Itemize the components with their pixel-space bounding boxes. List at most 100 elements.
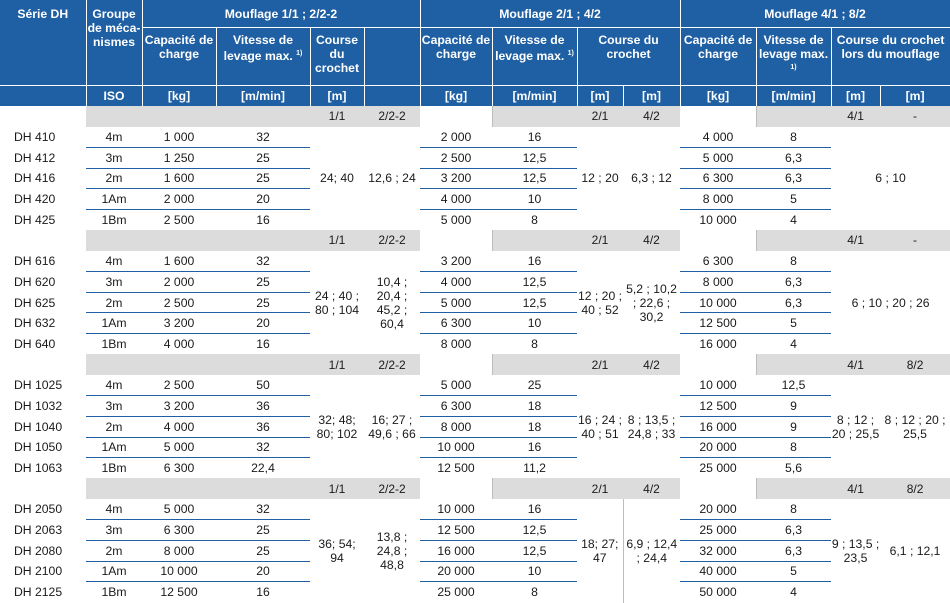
sub-blank bbox=[142, 354, 216, 375]
sub-a1: 1/1 bbox=[310, 106, 364, 127]
capacite-2-cell: 4 000 bbox=[420, 271, 492, 293]
vitesse-4-cell: 4 bbox=[790, 213, 797, 228]
table-row: DH 1063 1Bm 6 300 22,4 12 500 11,2 25 000 5,6 bbox=[0, 458, 950, 479]
vitesse-4-cell: 8 bbox=[756, 499, 832, 521]
iso-cell: 1Am bbox=[86, 561, 142, 583]
header-course-4: Course du crochet lors du mouflage bbox=[831, 27, 950, 86]
sub-blank bbox=[216, 106, 310, 127]
vitesse-4-cell: 6,3 bbox=[756, 540, 832, 562]
serie-cell: DH 632 bbox=[14, 316, 56, 331]
header-unit-m-2a: [m] bbox=[577, 85, 624, 106]
course-4-1-cell: 6 ; 10 bbox=[875, 171, 906, 186]
sub-blank bbox=[492, 106, 577, 127]
sub-b2: 4/2 bbox=[623, 230, 681, 251]
sub-blank bbox=[0, 106, 86, 127]
course-4-2-cell: 5,2 ; 10,2 ; 22,6 ; 30,2 bbox=[626, 281, 677, 324]
vitesse-4-cell: 9 bbox=[756, 416, 832, 438]
vitesse-2-cell: 12,5 bbox=[492, 271, 577, 293]
capacite-1-cell: 5 000 bbox=[142, 499, 216, 521]
iso-cell: 3m bbox=[86, 519, 142, 541]
serie-cell: DH 2100 bbox=[14, 564, 63, 579]
capacite-1-cell: 5 000 bbox=[142, 437, 216, 459]
sub-blank bbox=[492, 230, 577, 251]
header-course-1: Course du crochet bbox=[310, 27, 365, 86]
iso-cell: 4m bbox=[86, 499, 142, 521]
sub-a2: 2/2-2 bbox=[364, 230, 420, 251]
table-row: DH 616 4m 1 600 32 24 ; 40 ; 80 ; 104 10,4 ; … bbox=[0, 250, 950, 331]
serie-cell: DH 412 bbox=[14, 150, 56, 165]
sub-a2: 2/2-2 bbox=[364, 354, 420, 375]
vitesse-1-cell: 25 bbox=[216, 147, 310, 169]
vitesse-2-cell: 16 bbox=[492, 250, 577, 272]
header-vitesse-2-label: Vitesse de levage max. bbox=[495, 33, 565, 64]
capacite-1-cell: 12 500 bbox=[160, 585, 198, 600]
capacite-4-cell: 25 000 bbox=[680, 519, 757, 541]
sub-blank bbox=[420, 354, 493, 375]
capacite-1-cell: 1 600 bbox=[142, 168, 216, 190]
header-groupe: Groupe de méca-nismes bbox=[86, 0, 143, 86]
sub-blank bbox=[680, 354, 757, 375]
header-vitesse-1: Vitesse de levage max. 1) bbox=[216, 27, 311, 86]
capacite-2-cell: 12 500 bbox=[437, 461, 475, 476]
iso-cell: 2m bbox=[86, 168, 142, 190]
sub-c2: 8/2 bbox=[880, 478, 950, 500]
vitesse-4-cell: 8 bbox=[756, 437, 832, 459]
vitesse-1-cell: 25 bbox=[216, 519, 310, 541]
iso-cell: 3m bbox=[86, 395, 142, 417]
sub-blank bbox=[680, 230, 757, 251]
capacite-4-cell: 8 000 bbox=[680, 188, 757, 210]
capacite-4-cell: 50 000 bbox=[699, 585, 737, 600]
course-4-1-cell: 9 ; 13,5 ; 23,5 bbox=[831, 536, 880, 565]
vitesse-4-cell: 6,3 bbox=[756, 147, 832, 169]
capacite-1-cell: 1 000 bbox=[142, 126, 216, 148]
capacite-2-cell: 6 300 bbox=[420, 395, 492, 417]
iso-cell: 1Bm bbox=[101, 213, 127, 228]
sub-b1: 2/1 bbox=[577, 478, 623, 500]
capacite-1-cell: 6 300 bbox=[163, 461, 195, 476]
mouflage-subheader-row: 1/1 2/2-2 2/1 4/2 4/1- bbox=[0, 230, 950, 251]
serie-cell: DH 625 bbox=[14, 295, 56, 310]
vitesse-4-cell: 8 bbox=[756, 126, 832, 148]
table-row: DH 2080 2m 8 000 25 16 000 12,5 32 000 6,3 bbox=[0, 540, 950, 562]
vitesse-2-cell: 18 bbox=[492, 395, 577, 417]
sub-blank bbox=[420, 230, 493, 251]
vitesse-1-cell: 16 bbox=[256, 337, 270, 352]
course-8-2-cell: 6,1 ; 12,1 bbox=[889, 543, 941, 558]
iso-cell: 2m bbox=[86, 540, 142, 562]
vitesse-2-cell: 16 bbox=[492, 126, 577, 148]
table-row: DH 425 1Bm 2 500 16 5 000 8 10 000 4 bbox=[0, 209, 950, 230]
vitesse-1-cell: 36 bbox=[216, 395, 310, 417]
serie-cell: DH 620 bbox=[14, 274, 56, 289]
vitesse-4-cell: 12,5 bbox=[756, 374, 832, 397]
sub-blank bbox=[492, 478, 577, 500]
capacite-2-cell: 8 000 bbox=[420, 416, 492, 438]
sub-blank bbox=[86, 106, 142, 127]
iso-cell: 4m bbox=[86, 250, 142, 272]
capacite-4-cell: 20 000 bbox=[680, 437, 757, 459]
vitesse-2-cell: 12,5 bbox=[492, 292, 577, 314]
capacite-2-cell: 2 000 bbox=[420, 126, 492, 148]
sub-c1: 4/1 bbox=[831, 230, 881, 251]
course-4-2-cell: 6,3 ; 12 bbox=[631, 171, 672, 186]
capacite-4-cell: 10 000 bbox=[680, 292, 757, 314]
sub-blank bbox=[86, 478, 142, 500]
table-row: DH 2050 4m 5 000 32 36; 54; 94 13,8 ; 24,8 ; … bbox=[0, 499, 950, 603]
course-8-2-cell: 8 ; 12 ; 20 ; 25,5 bbox=[884, 412, 946, 441]
header-capacite-1: Capacité de charge bbox=[142, 27, 217, 86]
header-mouflage-1: Mouflage 1/1 ; 2/2-2 bbox=[142, 0, 421, 28]
sub-blank bbox=[0, 230, 86, 251]
header-unit-blank-2 bbox=[364, 85, 421, 106]
capacite-2-cell: 2 500 bbox=[420, 147, 492, 169]
serie-cell: DH 420 bbox=[14, 192, 56, 207]
table-row: DH 2125 1Bm 12 500 16 25 000 8 50 000 4 bbox=[0, 582, 950, 603]
spec-body: 1/1 2/2-2 2/1 4/2 4/1- DH 410 4m 1 000 32 24; 40 1… bbox=[0, 106, 950, 603]
course-4-2-cell: 6,9 ; 12,4 ; 24,4 bbox=[622, 499, 681, 603]
sub-b1: 2/1 bbox=[577, 354, 623, 375]
sub-blank bbox=[420, 106, 493, 127]
header-vitesse-1-label: Vitesse de levage max. bbox=[223, 33, 294, 64]
vitesse-1-cell: 22,4 bbox=[251, 461, 275, 476]
sub-c1: 4/1 bbox=[831, 354, 881, 375]
table-row: DH 410 4m 1 000 32 24; 40 12,6 ; 24 2 000 16 12 … bbox=[0, 126, 950, 185]
table-row: DH 2100 1Am 10 000 20 20 000 10 40 000 5 bbox=[0, 561, 950, 583]
vitesse-4-cell: 8 bbox=[756, 250, 832, 272]
